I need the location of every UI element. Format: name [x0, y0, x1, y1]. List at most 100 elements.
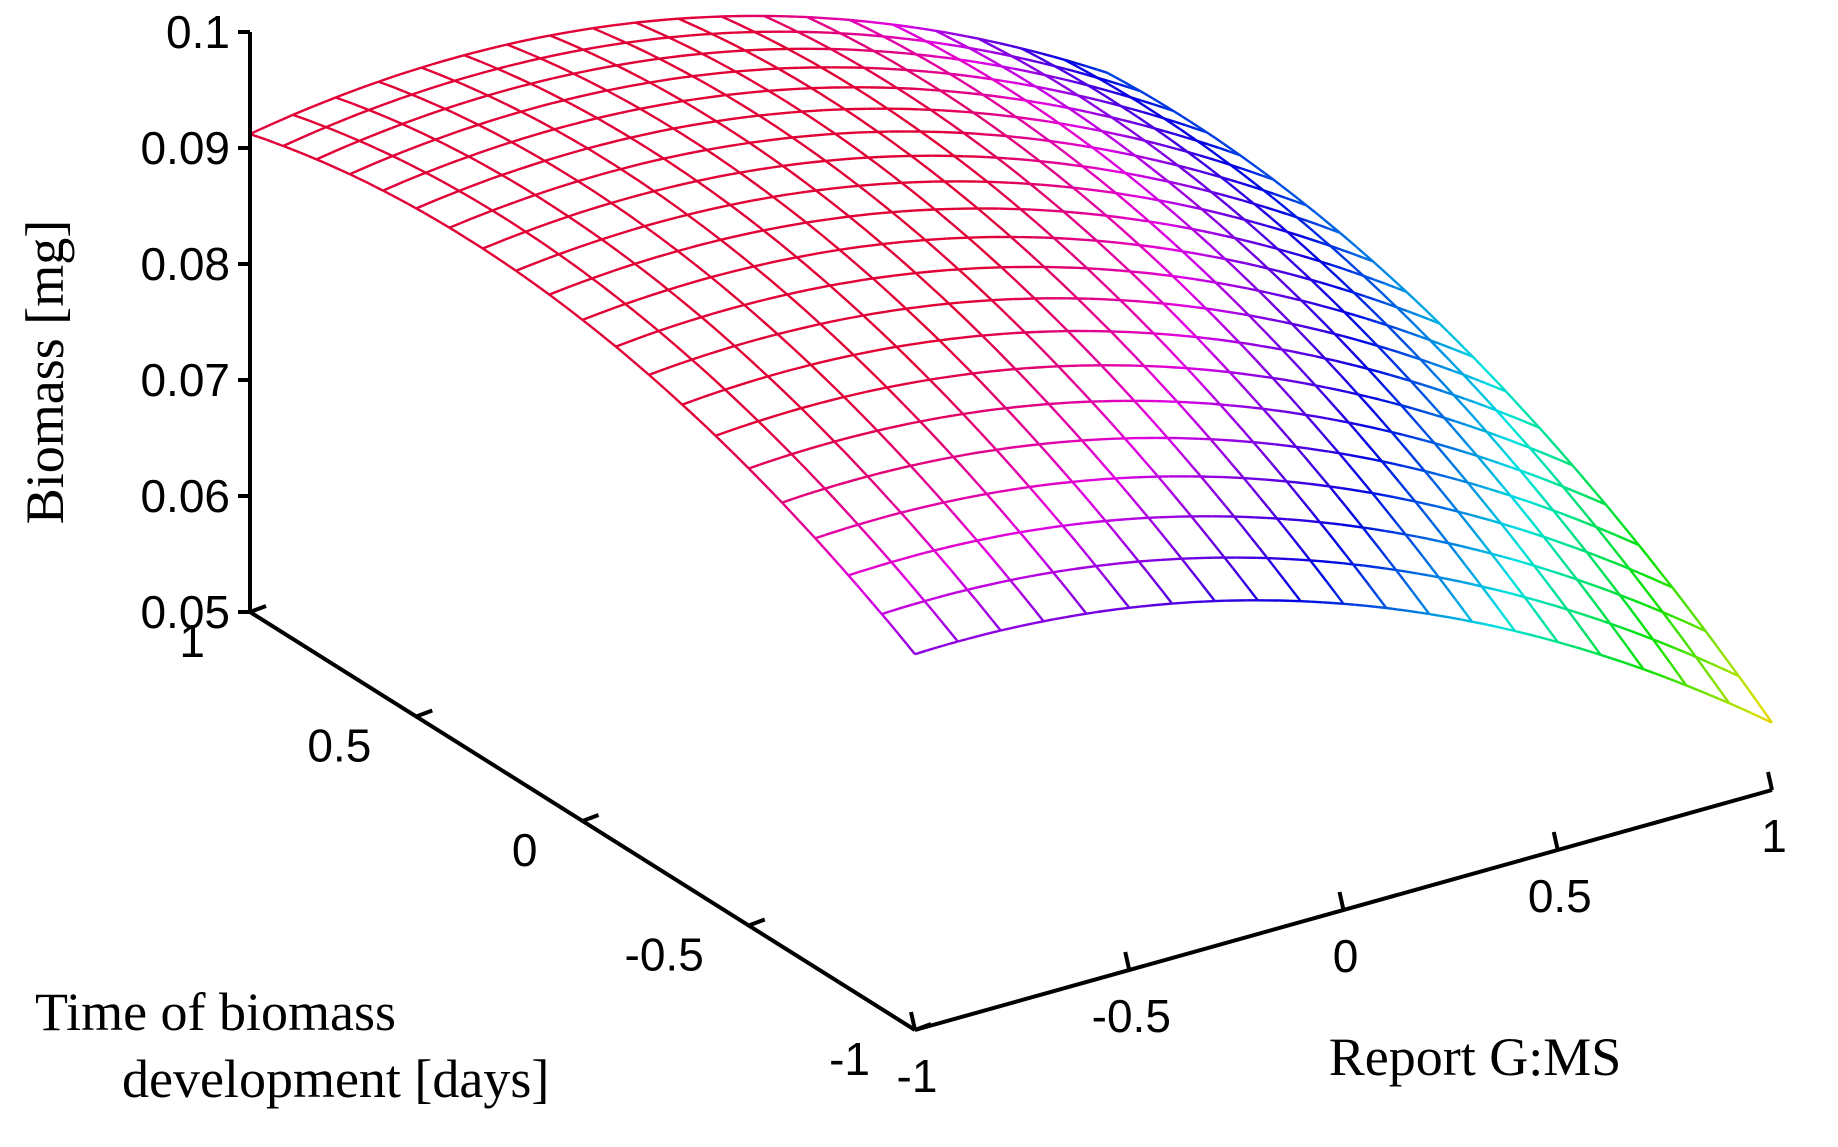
- mesh-line-x: [1259, 316, 1271, 321]
- mesh-line-x: [656, 252, 668, 259]
- mesh-line-y: [980, 381, 991, 392]
- mesh-line-y: [541, 241, 552, 250]
- mesh-line-y: [743, 75, 753, 83]
- mesh-line-y: [1530, 417, 1541, 429]
- mesh-line-y: [896, 300, 907, 310]
- mesh-line-x: [942, 455, 954, 461]
- mesh-line-x: [734, 341, 746, 348]
- mesh-line-y: [410, 126, 420, 133]
- mesh-line-y: [754, 222, 765, 232]
- mesh-line-y: [1746, 686, 1757, 700]
- mesh-line-y: [1322, 393, 1333, 405]
- mesh-line-y: [1098, 178, 1109, 188]
- mesh-line-y: [1210, 190, 1221, 200]
- mesh-line-y: [1191, 228, 1202, 238]
- mesh-line-x: [1014, 331, 1026, 335]
- mesh-line-x: [270, 118, 283, 126]
- mesh-line-y: [1256, 322, 1267, 334]
- mesh-line-y: [647, 112, 658, 120]
- mesh-line-y: [899, 218, 910, 227]
- mesh-line-x: [1535, 635, 1548, 641]
- mesh-line-x: [1030, 182, 1041, 186]
- mesh-line-y: [860, 119, 871, 128]
- mesh-line-y: [1099, 152, 1110, 162]
- mesh-line-x: [1550, 455, 1563, 462]
- mesh-line-y: [677, 250, 687, 259]
- mesh-line-y: [1081, 439, 1092, 451]
- mesh-line-y: [1480, 585, 1491, 599]
- mesh-line-y: [1218, 197, 1229, 207]
- mesh-line-y: [816, 423, 827, 434]
- mesh-line-y: [794, 77, 804, 85]
- mesh-line-y: [534, 193, 545, 202]
- mesh-line-x: [1254, 477, 1266, 481]
- mesh-line-y: [979, 144, 990, 153]
- mesh-line-y: [865, 533, 876, 544]
- mesh-line-x: [1085, 64, 1097, 71]
- mesh-line-y: [676, 40, 687, 47]
- mesh-line-y: [1103, 94, 1114, 102]
- mesh-line-y: [1099, 409, 1110, 421]
- mesh-line-y: [1541, 575, 1552, 589]
- mesh-line-x: [741, 231, 754, 237]
- mesh-line-y: [790, 453, 801, 464]
- mesh-line-y: [1221, 157, 1232, 166]
- mesh-line-x: [1395, 568, 1407, 573]
- mesh-line-x: [1416, 535, 1428, 540]
- mesh-line-y: [1318, 521, 1330, 534]
- mesh-line-x: [526, 261, 538, 268]
- mesh-line-x: [1517, 417, 1529, 425]
- mesh-line-x: [711, 32, 723, 36]
- mesh-line-x: [659, 365, 671, 373]
- mesh-line-y: [598, 332, 609, 341]
- mesh-line-x: [967, 35, 979, 40]
- mesh-line-x: [1241, 182, 1254, 189]
- mesh-line-x: [1061, 162, 1073, 167]
- mesh-line-x: [850, 245, 862, 250]
- mesh-line-x: [1288, 557, 1300, 561]
- mesh-line-x: [1653, 671, 1666, 679]
- mesh-line-y: [817, 121, 828, 130]
- mesh-line-x: [980, 61, 992, 66]
- mesh-line-y: [888, 292, 899, 302]
- mesh-line-y: [1278, 223, 1289, 233]
- mesh-line-y: [1501, 484, 1512, 497]
- mesh-line-x: [714, 93, 726, 98]
- mesh-line-y: [1295, 446, 1306, 458]
- mesh-line-y: [1412, 544, 1424, 557]
- mesh-line-y: [1301, 271, 1312, 281]
- mesh-line-x: [1063, 58, 1076, 64]
- mesh-line-x: [667, 285, 680, 291]
- mesh-line-y: [776, 333, 787, 343]
- mesh-line-x: [1365, 317, 1377, 323]
- mesh-line-x: [1006, 445, 1018, 450]
- mesh-line-y: [1609, 622, 1620, 636]
- mesh-line-y: [1137, 278, 1148, 289]
- mesh-line-x: [1484, 381, 1496, 389]
- mesh-line-y: [873, 542, 884, 554]
- mesh-line-y: [1214, 281, 1225, 292]
- mesh-line-y: [1719, 690, 1731, 704]
- mesh-line-x: [1397, 327, 1409, 334]
- mesh-line-x: [1097, 76, 1109, 83]
- mesh-line-y: [744, 258, 755, 268]
- mesh-line-y: [994, 502, 1005, 514]
- mesh-line-x: [1440, 342, 1452, 350]
- mesh-line-x: [580, 277, 593, 284]
- mesh-line-y: [818, 371, 829, 382]
- mesh-line-y: [679, 168, 690, 177]
- mesh-line-x: [431, 60, 444, 66]
- mesh-line-x: [779, 410, 791, 416]
- mesh-line-y: [1282, 314, 1293, 325]
- mesh-line-y: [1170, 138, 1180, 147]
- mesh-line-y: [1314, 211, 1324, 220]
- mesh-line-y: [1113, 86, 1123, 94]
- mesh-line-x: [508, 85, 521, 91]
- mesh-line-y: [1159, 382, 1170, 394]
- mesh-line-y: [1105, 81, 1115, 89]
- mesh-line-y: [299, 151, 309, 158]
- mesh-line-x: [1285, 444, 1297, 449]
- mesh-line-y: [740, 404, 751, 414]
- mesh-line-y: [766, 119, 777, 128]
- mesh-line-y: [1212, 353, 1223, 365]
